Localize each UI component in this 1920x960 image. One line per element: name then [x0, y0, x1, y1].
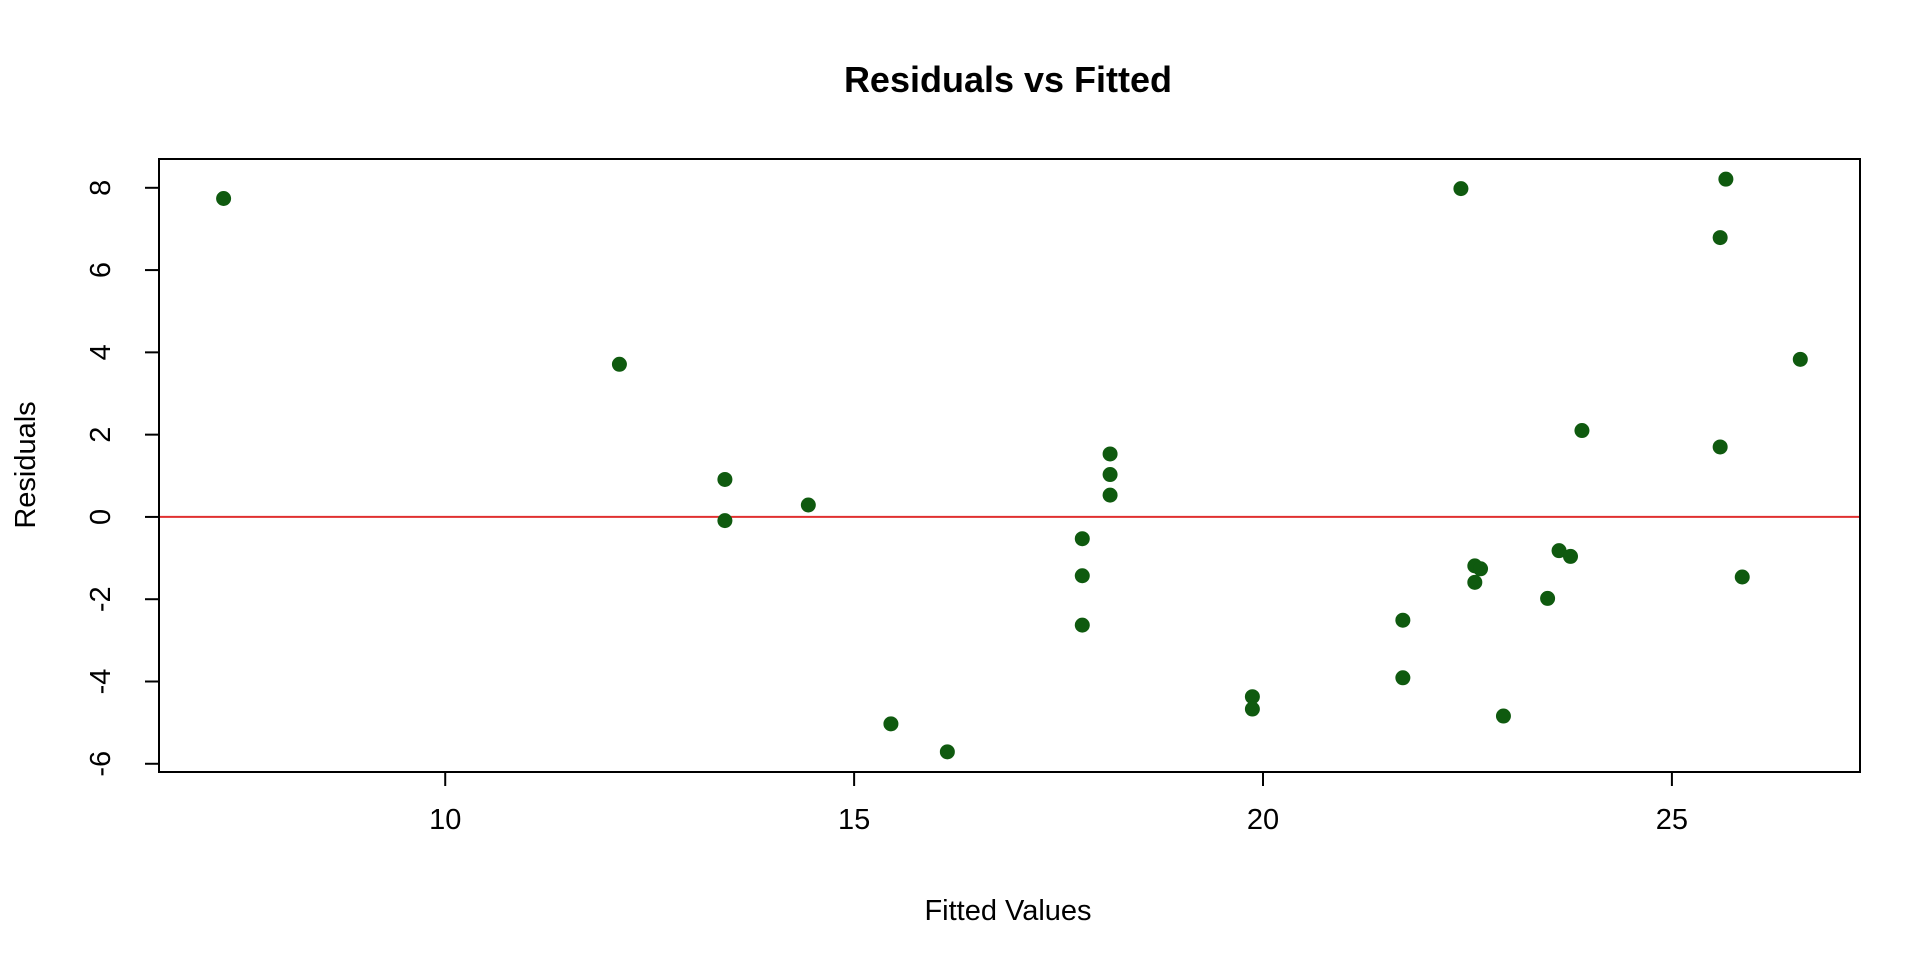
y-tick-label-6: 6	[85, 262, 117, 278]
data-point-12	[1102, 467, 1118, 483]
data-point-16	[1395, 612, 1411, 628]
data-point-29	[1712, 439, 1728, 455]
data-point-18	[1453, 181, 1469, 197]
data-point-17	[1395, 670, 1411, 686]
y-tick-label-4: 4	[85, 344, 117, 360]
x-tick-label-15: 15	[838, 804, 870, 836]
x-tick-label-20: 20	[1247, 804, 1279, 836]
data-point-6	[883, 716, 899, 732]
y-axis: -6 -4 -2 0 2 4 6 8	[85, 180, 160, 777]
data-point-20	[1473, 561, 1489, 577]
y-tick-label--6: -6	[85, 751, 117, 777]
y-tick-label-2: 2	[85, 427, 117, 443]
data-point-7	[939, 744, 955, 760]
data-point-4	[717, 513, 733, 529]
data-point-14	[1244, 689, 1260, 705]
y-tick-label--2: -2	[85, 586, 117, 612]
data-point-1	[216, 190, 232, 206]
data-point-22	[1495, 708, 1511, 724]
data-point-23	[1540, 590, 1556, 606]
x-tick-label-25: 25	[1656, 804, 1688, 836]
data-point-2	[611, 356, 627, 372]
data-point-26	[1574, 423, 1590, 439]
data-point-11	[1102, 446, 1118, 462]
data-point-25	[1563, 548, 1579, 564]
x-axis: 10 15 20 25	[429, 771, 1688, 836]
points-layer	[216, 171, 1808, 760]
data-point-13	[1102, 487, 1118, 503]
data-point-27	[1712, 230, 1728, 246]
data-point-3	[717, 471, 733, 487]
y-tick-label--4: -4	[85, 669, 117, 695]
data-point-24	[1551, 543, 1567, 559]
y-tick-label-8: 8	[85, 180, 117, 196]
y-tick-label-0: 0	[85, 509, 117, 525]
data-point-21	[1467, 574, 1483, 590]
data-point-28	[1718, 171, 1734, 187]
y-axis-title: Residuals	[10, 401, 42, 528]
data-point-9	[1074, 568, 1090, 584]
data-point-30	[1734, 569, 1750, 585]
data-point-15	[1244, 701, 1260, 717]
x-tick-label-10: 10	[429, 804, 461, 836]
data-point-8	[1074, 531, 1090, 547]
data-point-31	[1792, 351, 1808, 367]
x-axis-title: Fitted Values	[924, 895, 1091, 927]
chart-title: Residuals vs Fitted	[844, 59, 1172, 100]
data-point-5	[800, 497, 816, 513]
data-point-10	[1074, 617, 1090, 633]
